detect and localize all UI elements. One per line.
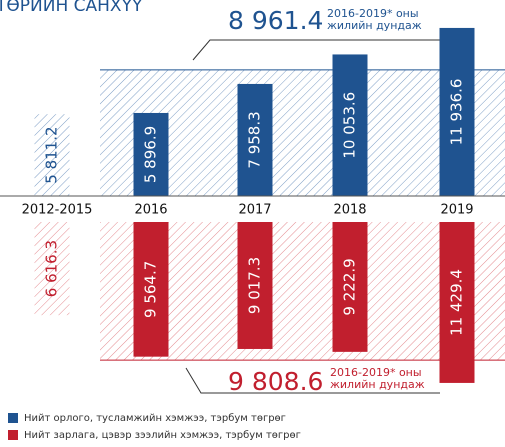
bar — [34, 114, 70, 196]
value-label: 9 222.9 — [341, 258, 359, 315]
bar — [439, 27, 475, 196]
bar — [439, 222, 475, 383]
bar — [237, 222, 273, 349]
x-tick-label: 2017 — [238, 203, 271, 218]
bar — [34, 222, 70, 316]
bar — [332, 54, 368, 196]
average-value: 8 961.4 — [228, 6, 323, 35]
callout — [185, 367, 440, 394]
value-label: 5 896.9 — [142, 126, 160, 183]
x-tick-label: 2018 — [333, 203, 366, 218]
average-note: жилийн дундаж — [330, 378, 425, 391]
bar — [133, 112, 169, 196]
average-note: 2016-2019* оны — [330, 366, 422, 379]
bar — [133, 222, 169, 357]
value-label: 10 053.6 — [341, 92, 359, 159]
average-note: 2016-2019* оны — [327, 7, 419, 20]
value-label: 7 958.3 — [246, 111, 264, 168]
value-label: 5 811.2 — [43, 126, 61, 183]
bar — [332, 222, 368, 352]
legend-swatch — [8, 413, 18, 423]
value-label: 6 616.3 — [43, 240, 61, 297]
bar — [237, 83, 273, 196]
value-label: 11 429.4 — [448, 269, 466, 336]
value-label: 9 564.7 — [142, 261, 160, 318]
chart-title: ТӨРИЙН САНХҮҮ — [0, 0, 143, 16]
legend-label: Нийт зарлага, цэвэр зээлийн хэмжээ, тэрб… — [24, 430, 301, 441]
value-label: 9 017.3 — [246, 257, 264, 314]
value-label: 11 936.6 — [448, 79, 466, 146]
average-value: 9 808.6 — [228, 367, 323, 396]
x-tick-label: 2016 — [134, 203, 167, 218]
x-tick-label: 2012-2015 — [22, 203, 93, 218]
x-tick-label: 2019 — [440, 203, 473, 218]
legend-label: Нийт орлого, тусламжийн хэмжээ, тэрбум т… — [24, 413, 286, 424]
callout — [192, 39, 440, 61]
average-note: жилийн дундаж — [327, 19, 422, 32]
legend-swatch — [8, 430, 18, 440]
